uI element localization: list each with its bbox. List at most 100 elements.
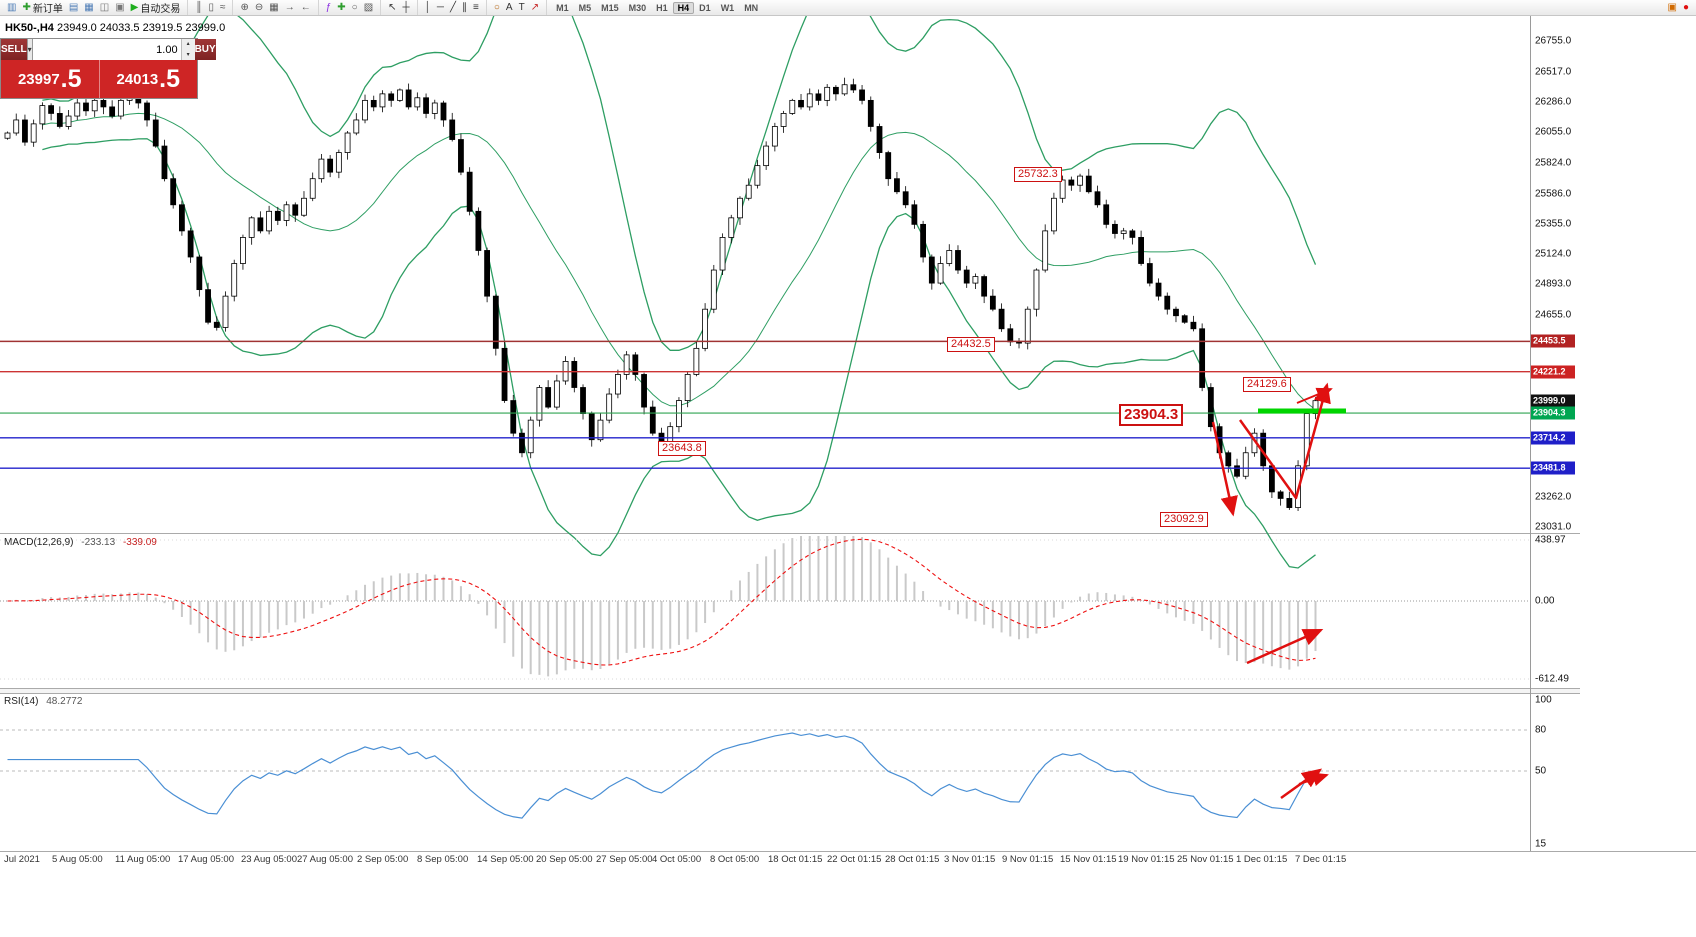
buy-price-display[interactable]: 24013 .5 bbox=[98, 60, 197, 98]
tile-windows-icon[interactable]: ▦ bbox=[266, 1, 281, 15]
new-chart-icon[interactable]: ▥ bbox=[4, 1, 19, 15]
timeframe-button-m15[interactable]: M15 bbox=[601, 2, 619, 13]
price-annotation-label[interactable]: 24129.6 bbox=[1243, 377, 1291, 392]
annotation-arrow[interactable] bbox=[1211, 421, 1238, 517]
new-chart-icon: ▥ bbox=[7, 1, 17, 13]
sell-price-main: 23997 bbox=[17, 70, 60, 88]
price-annotation-label[interactable]: 23092.9 bbox=[1160, 512, 1208, 527]
annotation-arrow[interactable] bbox=[1246, 628, 1324, 665]
navigator-icon: ◫ bbox=[99, 1, 110, 13]
axis-price-badge: 23481.8 bbox=[1531, 461, 1575, 475]
trendline-icon: ╱ bbox=[449, 1, 457, 13]
price-annotation-label[interactable]: 24432.5 bbox=[947, 337, 995, 352]
axis-label: 26286.0 bbox=[1535, 96, 1572, 108]
axis-label: 26755.0 bbox=[1535, 35, 1572, 47]
candlestick-icon[interactable]: ▯ bbox=[205, 1, 217, 15]
sell-price-display[interactable]: 23997 .5 bbox=[1, 60, 99, 98]
record-icon[interactable]: ● bbox=[1682, 2, 1689, 13]
time-axis-label: 8 Oct 05:00 bbox=[710, 854, 760, 865]
time-axis-label: 9 Nov 01:15 bbox=[1002, 854, 1054, 865]
time-axis-label: 4 Oct 05:00 bbox=[652, 854, 702, 865]
timeframe-button-mn[interactable]: MN bbox=[744, 2, 759, 13]
tile-windows-icon: ▦ bbox=[269, 1, 279, 13]
fibonacci-icon[interactable]: ≡ bbox=[470, 1, 482, 15]
time-axis-label: 5 Aug 05:00 bbox=[52, 854, 103, 865]
volume-input[interactable] bbox=[32, 39, 181, 60]
annotation-arrow[interactable] bbox=[1298, 772, 1329, 786]
label-icon[interactable]: T bbox=[516, 1, 528, 15]
new-order-button-label: 新订单 bbox=[32, 4, 63, 15]
line-chart-icon[interactable]: ≈ bbox=[217, 1, 229, 15]
zoom-out-icon: ⊖ bbox=[254, 1, 264, 13]
chart-shift-icon[interactable]: ← bbox=[298, 1, 314, 15]
chart-canvas[interactable] bbox=[0, 15, 1530, 851]
annotation-arrow[interactable] bbox=[1296, 387, 1333, 404]
volume-stepper[interactable]: ▴ ▾ bbox=[180, 39, 195, 60]
periods-icon: ○ bbox=[351, 1, 358, 13]
data-window-icon[interactable]: ▦ bbox=[81, 1, 96, 15]
timeframe-button-m1[interactable]: M1 bbox=[556, 2, 569, 13]
new-order-button: ✚ bbox=[22, 1, 31, 13]
navigator-icon[interactable]: ◫ bbox=[97, 1, 112, 15]
time-axis-label: 8 Sep 05:00 bbox=[417, 854, 469, 865]
price-annotation-label[interactable]: 23643.8 bbox=[658, 441, 706, 456]
market-watch-icon: ▤ bbox=[68, 1, 79, 13]
axis-price-badge: 23714.2 bbox=[1531, 431, 1575, 445]
periods-icon[interactable]: ○ bbox=[349, 1, 361, 15]
sell-button[interactable]: SELL bbox=[1, 39, 27, 60]
axis-label: 24893.0 bbox=[1535, 278, 1572, 290]
timeframe-button-m30[interactable]: M30 bbox=[628, 2, 647, 13]
terminal-icon[interactable]: ▣ bbox=[112, 1, 127, 15]
time-axis-label: 25 Nov 01:15 bbox=[1177, 854, 1234, 865]
rsi-value: 48.2772 bbox=[46, 696, 83, 707]
indicators-icon[interactable]: ƒ bbox=[323, 1, 335, 15]
timeframe-button-h4[interactable]: H4 bbox=[672, 1, 695, 14]
timeframe-button-m5[interactable]: M5 bbox=[578, 2, 592, 13]
axis-label: -612.49 bbox=[1535, 673, 1569, 685]
volume-down-icon[interactable]: ▾ bbox=[186, 51, 190, 58]
add-indicator-icon[interactable]: ✚ bbox=[334, 1, 348, 15]
annotation-arrow[interactable] bbox=[1238, 382, 1331, 500]
channel-icon: ∥ bbox=[462, 1, 468, 13]
axis-label: 25355.0 bbox=[1535, 218, 1572, 230]
chart-shift-icon: ← bbox=[300, 1, 311, 13]
trendline-icon[interactable]: ╱ bbox=[447, 1, 459, 15]
axis-price-badge: 23904.3 bbox=[1531, 406, 1575, 420]
auto-scroll-icon[interactable]: → bbox=[282, 1, 298, 15]
templates-icon[interactable]: ▨ bbox=[361, 1, 376, 15]
timeframe-button-w1[interactable]: W1 bbox=[720, 2, 735, 13]
bar-chart-icon[interactable]: ║ bbox=[192, 1, 205, 15]
channel-icon[interactable]: ∥ bbox=[459, 1, 470, 15]
time-axis-label: 11 Aug 05:00 bbox=[115, 854, 171, 865]
add-indicator-icon: ✚ bbox=[337, 1, 346, 13]
price-annotation-label[interactable]: 23904.3 bbox=[1119, 404, 1184, 426]
text-icon[interactable]: A bbox=[503, 1, 516, 15]
volume-input-wrap: ▴▾ bbox=[32, 39, 195, 60]
text-icon: A bbox=[505, 1, 513, 13]
time-axis-label: 27 Aug 05:00 bbox=[297, 854, 353, 865]
time-axis-label: 28 Oct 01:15 bbox=[885, 854, 940, 865]
buy-price-frac: .5 bbox=[159, 64, 181, 93]
autotrading-button[interactable]: ▶ 自动交易 bbox=[128, 1, 184, 16]
color-scheme-icon[interactable]: ▣ bbox=[1667, 2, 1677, 13]
new-order-button[interactable]: ✚ 新订单 bbox=[19, 1, 65, 16]
axis-price-badge: 24453.5 bbox=[1531, 334, 1575, 348]
arrows-icon[interactable]: ↗ bbox=[528, 1, 542, 15]
time-axis-label: 7 Dec 01:15 bbox=[1295, 854, 1347, 865]
buy-button[interactable]: BUY bbox=[194, 39, 216, 60]
price-annotation-label[interactable]: 25732.3 bbox=[1014, 167, 1062, 182]
timeframe-button-h1[interactable]: H1 bbox=[656, 2, 668, 13]
volume-dropdown-icon[interactable]: ▾ bbox=[26, 39, 33, 60]
crosshair-icon: ┼ bbox=[402, 1, 410, 13]
crosshair-icon[interactable]: ┼ bbox=[400, 1, 413, 15]
zoom-out-icon[interactable]: ⊖ bbox=[252, 1, 266, 15]
volume-up-icon[interactable]: ▴ bbox=[186, 41, 190, 47]
shapes-icon[interactable]: ○ bbox=[491, 1, 503, 15]
timeframe-button-d1[interactable]: D1 bbox=[699, 2, 711, 13]
horizontal-line-icon[interactable]: ─ bbox=[434, 1, 447, 15]
macd-panel-label: MACD(12,26,9) -233.13 -339.09 bbox=[4, 537, 157, 548]
cursor-icon[interactable]: ↖ bbox=[385, 1, 399, 15]
market-watch-icon[interactable]: ▤ bbox=[66, 1, 81, 15]
zoom-in-icon[interactable]: ⊕ bbox=[237, 1, 251, 15]
vertical-line-icon[interactable]: │ bbox=[422, 1, 434, 15]
